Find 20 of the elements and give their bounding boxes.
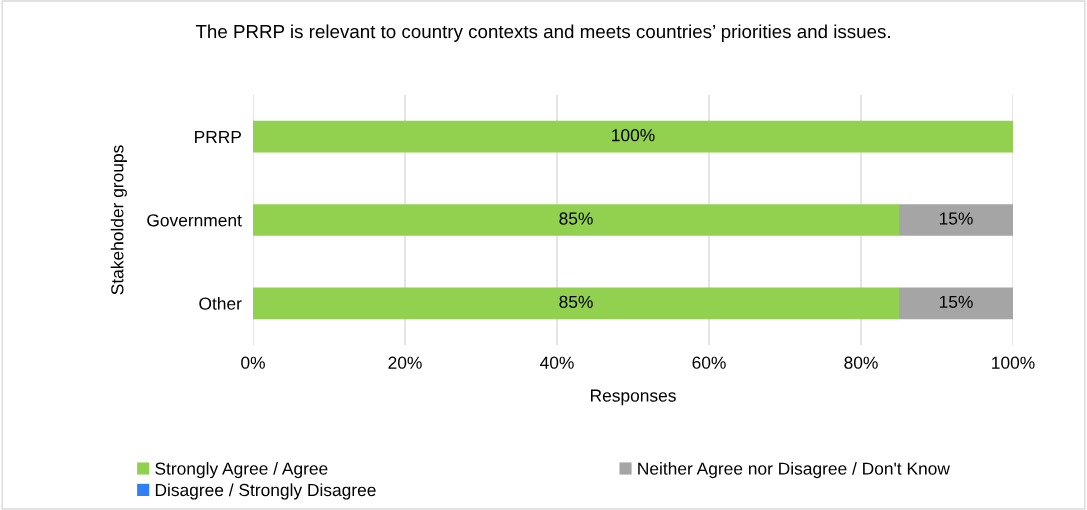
data-label: 100% — [612, 129, 655, 142]
data-label: 85% — [559, 295, 593, 308]
x-tick-label: 40% — [540, 356, 574, 369]
x-tick-label: 0% — [241, 356, 265, 369]
legend-label: Neither Agree nor Disagree / Don't Know — [638, 462, 950, 479]
data-label: 15% — [939, 295, 973, 308]
x-axis-title: Responses — [591, 389, 676, 406]
chart-title: The PRRP is relevant to country contexts and meets countries’ priorities and issues. — [195, 24, 890, 42]
y-tick-label: Other — [199, 297, 242, 310]
x-tick-label: 100% — [992, 356, 1035, 369]
legend-label: Disagree / Strongly Disagree — [155, 483, 376, 500]
y-axis-title: Stakeholder groups — [110, 145, 127, 295]
y-tick-label: Government — [147, 214, 242, 227]
data-label: 85% — [559, 212, 593, 225]
x-tick-label: 80% — [844, 356, 878, 369]
x-tick-label: 20% — [388, 356, 422, 369]
data-label: 15% — [939, 212, 973, 225]
y-tick-label: PRRP — [195, 131, 241, 143]
x-tick-label: 60% — [692, 356, 726, 369]
legend-label: Strongly Agree / Agree — [155, 462, 328, 479]
